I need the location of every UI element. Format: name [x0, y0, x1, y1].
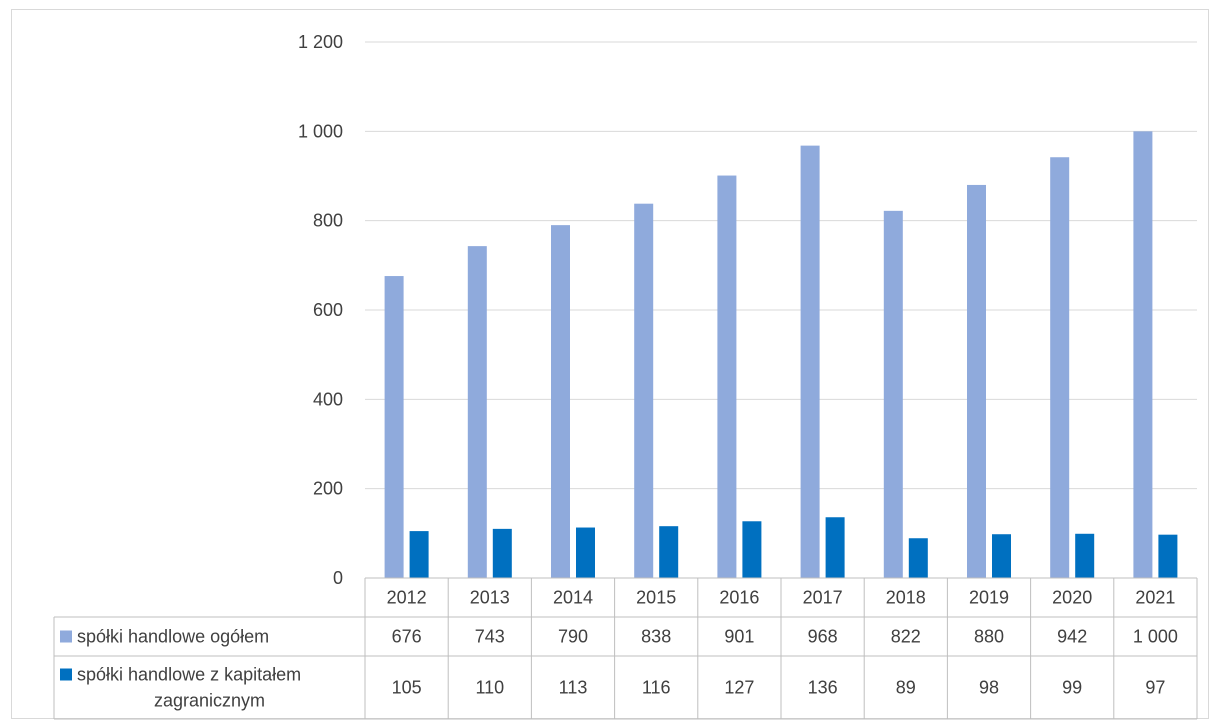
bar-1-2013: [467, 246, 487, 579]
data-label: 97: [1145, 678, 1165, 698]
data-label: 116: [642, 678, 671, 698]
bar-2-2015: [659, 526, 679, 578]
data-label: 89: [896, 678, 916, 698]
data-label: 822: [891, 627, 921, 647]
data-label: 105: [392, 678, 422, 698]
bar-2-2019: [992, 534, 1011, 578]
data-label: 743: [475, 627, 505, 647]
data-label: 98: [979, 678, 999, 698]
bar-2-2016: [742, 521, 762, 578]
bar-2-2018: [908, 538, 928, 578]
bar-1-2017: [800, 145, 820, 579]
legend-label-series-2: spółki handlowe z kapitałem: [77, 665, 301, 685]
y-tick-label: 1 200: [298, 32, 343, 52]
bar-1-2019: [967, 184, 986, 578]
x-category-label: 2012: [387, 588, 427, 608]
y-tick-label: 600: [313, 300, 343, 320]
y-tick-label: 800: [313, 211, 343, 231]
bar-2-2020: [1075, 533, 1095, 578]
data-label: 127: [724, 678, 754, 698]
bar-1-2015: [634, 203, 654, 578]
data-label: 790: [558, 627, 588, 647]
x-category-label: 2015: [636, 588, 676, 608]
bar-2-2021: [1158, 534, 1178, 578]
bar-1-2016: [717, 175, 737, 578]
bar-2-2012: [409, 531, 429, 578]
x-category-label: 2014: [553, 588, 593, 608]
legend-key-series-2: [60, 668, 72, 681]
data-label: 136: [808, 678, 838, 698]
data-label: 1 000: [1133, 627, 1178, 647]
bar-2-2013: [492, 528, 512, 578]
bar-1-2014: [551, 225, 570, 578]
x-category-label: 2021: [1135, 588, 1175, 608]
data-label: 113: [559, 678, 588, 698]
bar-1-2020: [1050, 157, 1070, 579]
y-tick-label: 400: [313, 389, 343, 409]
bar-1-2021: [1133, 131, 1153, 579]
bar-2-2017: [825, 517, 845, 578]
x-category-label: 2018: [886, 588, 926, 608]
x-category-label: 2020: [1052, 588, 1092, 608]
bar-1-2018: [883, 210, 903, 578]
x-category-label: 2016: [719, 588, 759, 608]
bar-2-2014: [576, 527, 595, 578]
bar-1-2012: [384, 276, 404, 578]
y-tick-label: 0: [333, 568, 343, 588]
data-label: 880: [974, 627, 1004, 647]
legend-label-series-1: spółki handlowe ogółem: [77, 627, 269, 647]
legend-key-series-1: [60, 630, 72, 643]
data-label: 968: [808, 627, 838, 647]
legend-label-series-2: zagranicznym: [154, 691, 265, 711]
x-category-label: 2019: [969, 588, 1009, 608]
x-category-label: 2017: [803, 588, 843, 608]
y-tick-label: 1 000: [298, 121, 343, 141]
data-label: 676: [392, 627, 422, 647]
data-label: 99: [1062, 678, 1082, 698]
data-label: 942: [1057, 627, 1087, 647]
x-category-label: 2013: [470, 588, 510, 608]
y-tick-label: 200: [313, 479, 343, 499]
data-label: 110: [475, 678, 504, 698]
data-label: 838: [641, 627, 671, 647]
data-label: 901: [724, 627, 754, 647]
